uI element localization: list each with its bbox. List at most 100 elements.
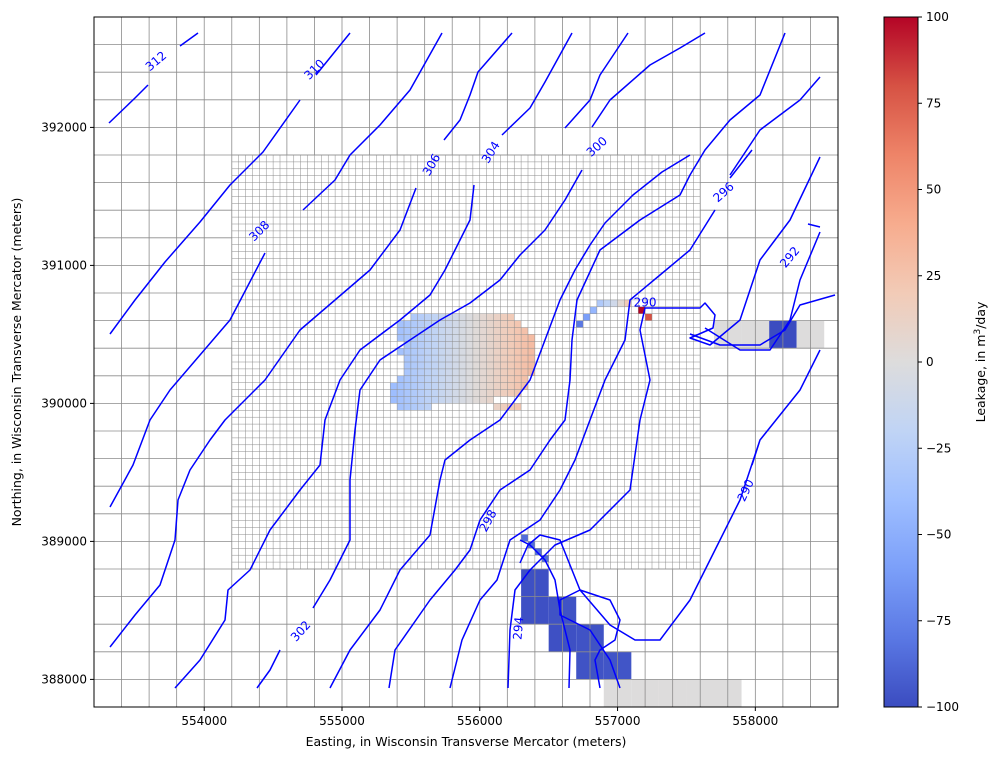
leakage-cell (500, 362, 508, 369)
leakage-cell (431, 375, 439, 383)
leakage-cell (507, 368, 515, 376)
contour-label: 290 (634, 296, 657, 310)
leakage-cell (472, 341, 480, 349)
leakage-cell (424, 327, 432, 335)
leakage-cell (528, 362, 535, 369)
y-axis-label: Northing, in Wisconsin Transverse Mercat… (9, 198, 24, 527)
leakage-cell (459, 368, 466, 376)
leakage-cell (521, 334, 528, 342)
colorbar-tick-label: 75 (926, 96, 941, 110)
leakage-cell (417, 320, 425, 328)
leakage-cell (404, 389, 411, 397)
leakage-cell (459, 396, 466, 404)
colorbar-tick-label: 25 (926, 269, 941, 283)
leakage-cell (452, 362, 460, 369)
leakage-cell (410, 313, 418, 321)
leakage-cell (479, 334, 487, 342)
leakage-cell (397, 403, 404, 411)
leakage-cell (459, 327, 466, 335)
leakage-cell (404, 403, 411, 411)
contour-line (109, 187, 417, 648)
leakage-cell (514, 341, 522, 349)
leakage-cell (472, 362, 480, 369)
leakage-cell (404, 375, 411, 383)
leakage-cell (410, 396, 418, 404)
x-tick-label: 558000 (732, 714, 778, 728)
leakage-cell (410, 382, 418, 390)
leakage-cell (466, 389, 473, 397)
leakage-cell (479, 327, 487, 335)
leakage-cell (472, 375, 480, 383)
contour-line (559, 589, 621, 689)
leakage-cell (404, 382, 411, 390)
leakage-cell (521, 534, 528, 542)
leakage-cell (410, 327, 418, 335)
leakage-cell (459, 389, 466, 397)
leakage-cell (528, 334, 535, 342)
leakage-cell (452, 327, 460, 335)
leakage-cell (424, 403, 432, 411)
leakage-cell (493, 403, 501, 411)
colorbar-tick-label: −100 (926, 700, 959, 714)
leakage-cell (576, 320, 584, 328)
leakage-cell (493, 320, 501, 328)
leakage-cell (410, 389, 418, 397)
leakage-cell (514, 348, 522, 356)
leakage-cell (493, 334, 501, 342)
leakage-cell (493, 355, 501, 362)
leakage-cell (410, 341, 418, 349)
leakage-cell (438, 396, 446, 404)
leakage-cell (472, 334, 480, 342)
leakage-cell (472, 327, 480, 335)
contour-line (519, 349, 821, 641)
y-axis-ticks: 388000 389000 390000 391000 392000 (41, 120, 94, 686)
colorbar-tick-label: −25 (926, 441, 951, 455)
leakage-cell (472, 389, 480, 397)
leakage-cell (500, 313, 508, 321)
leakage-cell (493, 375, 501, 383)
leakage-cell (645, 313, 652, 321)
leakage-cell (445, 313, 453, 321)
leakage-cell (397, 389, 404, 397)
leakage-cell (507, 327, 515, 335)
colorbar-tick-label: 50 (926, 183, 941, 197)
leakage-cell (528, 368, 535, 376)
leakage-cell (397, 382, 404, 390)
colorbar-tick-label: 100 (926, 10, 949, 24)
leakage-cell (479, 362, 487, 369)
leakage-cell (514, 320, 522, 328)
leakage-cell (417, 396, 425, 404)
leakage-cell (431, 313, 439, 321)
leakage-cell (493, 341, 501, 349)
leakage-cell (638, 306, 646, 314)
contour-line (449, 76, 821, 689)
leakage-cell (445, 396, 453, 404)
leakage-cell (466, 313, 473, 321)
leakage-cell (424, 334, 432, 342)
leakage-cell (466, 362, 473, 369)
leakage-cell (438, 355, 446, 362)
leakage-cell (521, 375, 528, 383)
x-axis-label: Easting, in Wisconsin Transverse Mercato… (306, 734, 627, 749)
leakage-cell (452, 355, 460, 362)
leakage-cell (466, 368, 473, 376)
leakage-cell (514, 355, 522, 362)
leakage-cell (624, 299, 632, 307)
leakage-cell (479, 355, 487, 362)
leakage-cell (431, 396, 439, 404)
leakage-cell (521, 348, 528, 356)
contour-line (108, 32, 199, 124)
contour-line (519, 539, 571, 689)
contour-line (329, 154, 691, 689)
leakage-cell (486, 368, 494, 376)
leakage-cell (404, 320, 411, 328)
leakage-cell (445, 355, 453, 362)
leakage-cell (486, 396, 494, 404)
leakage-cell (528, 541, 535, 549)
leakage-cell (438, 348, 446, 356)
leakage-cell (390, 389, 398, 397)
leakage-cell (493, 348, 501, 356)
leakage-cell (486, 389, 494, 397)
leakage-cell (486, 341, 494, 349)
leakage-cell (521, 355, 528, 362)
